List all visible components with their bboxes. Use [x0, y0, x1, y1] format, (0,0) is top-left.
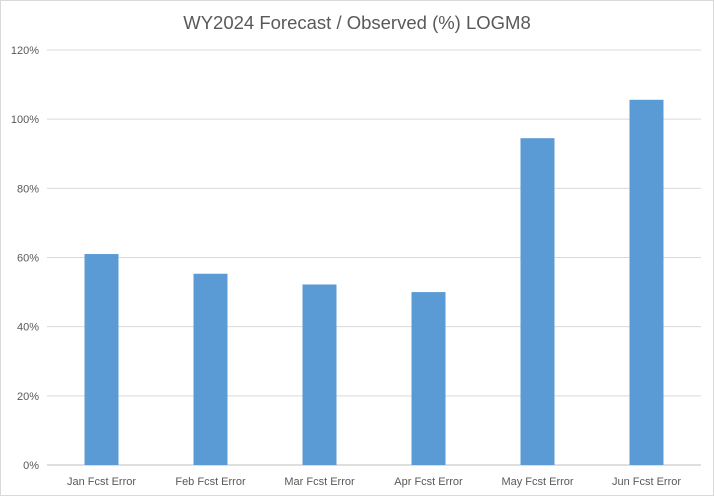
- y-tick-label: 100%: [11, 114, 39, 126]
- y-tick-label: 60%: [17, 253, 39, 265]
- y-tick-label: 0%: [23, 460, 39, 472]
- bar: [302, 284, 337, 465]
- bar: [629, 99, 664, 466]
- bar: [193, 273, 228, 465]
- x-tick-label: Jan Fcst Error: [67, 476, 136, 488]
- x-tick-label: Jun Fcst Error: [612, 476, 681, 488]
- y-tick-label: 120%: [11, 45, 39, 57]
- bar: [84, 254, 119, 465]
- y-tick-label: 80%: [17, 183, 39, 195]
- x-tick-label: Mar Fcst Error: [284, 476, 355, 488]
- x-tick-label: Apr Fcst Error: [394, 476, 463, 488]
- bar: [411, 292, 446, 465]
- chart-title: WY2024 Forecast / Observed (%) LOGM8: [183, 12, 531, 33]
- x-tick-label: Feb Fcst Error: [175, 476, 246, 488]
- bar: [520, 138, 555, 465]
- x-tick-label: May Fcst Error: [501, 476, 573, 488]
- y-tick-label: 20%: [17, 391, 39, 403]
- y-tick-label: 40%: [17, 322, 39, 334]
